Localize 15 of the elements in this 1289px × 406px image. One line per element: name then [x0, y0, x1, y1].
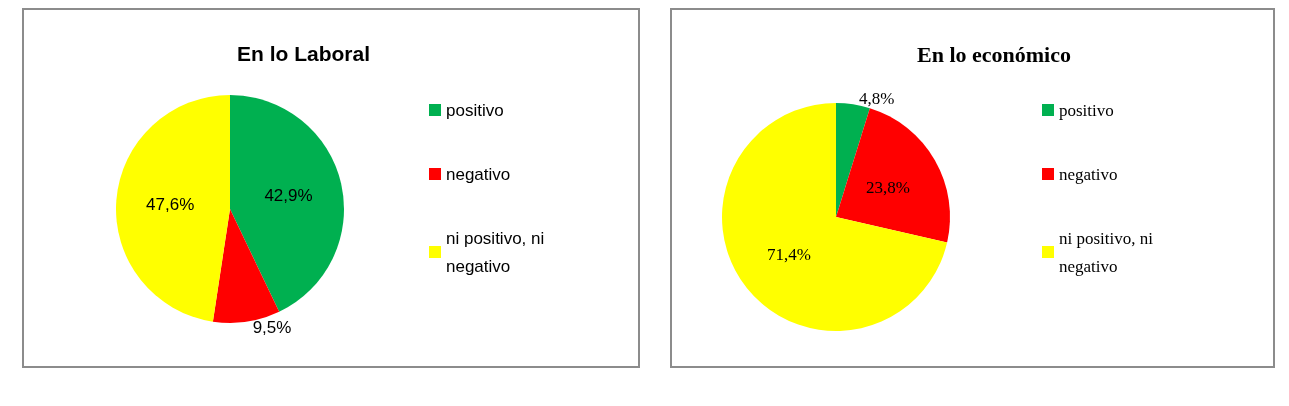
chart-title: En lo económico: [917, 41, 1071, 67]
legend-label: positivo: [446, 100, 504, 120]
legend-label: negativo: [446, 164, 511, 184]
legend-label: negativo: [1059, 164, 1118, 184]
chart-title: En lo Laboral: [237, 42, 371, 65]
data-label: 47,6%: [146, 194, 195, 214]
category-label: ni positivo, ni: [1059, 228, 1153, 248]
data-label: 71,4%: [767, 244, 812, 264]
data-label: 42,9%: [264, 186, 313, 206]
legend-label: ni positivo, ni negativo: [446, 228, 549, 276]
data-label: 4,8%: [859, 88, 895, 108]
data-label: 9,5%: [252, 318, 292, 338]
slice-label: negativo: [1059, 256, 1118, 276]
legend-label: positivo: [1059, 100, 1114, 120]
data-label: 23,8%: [866, 177, 910, 197]
